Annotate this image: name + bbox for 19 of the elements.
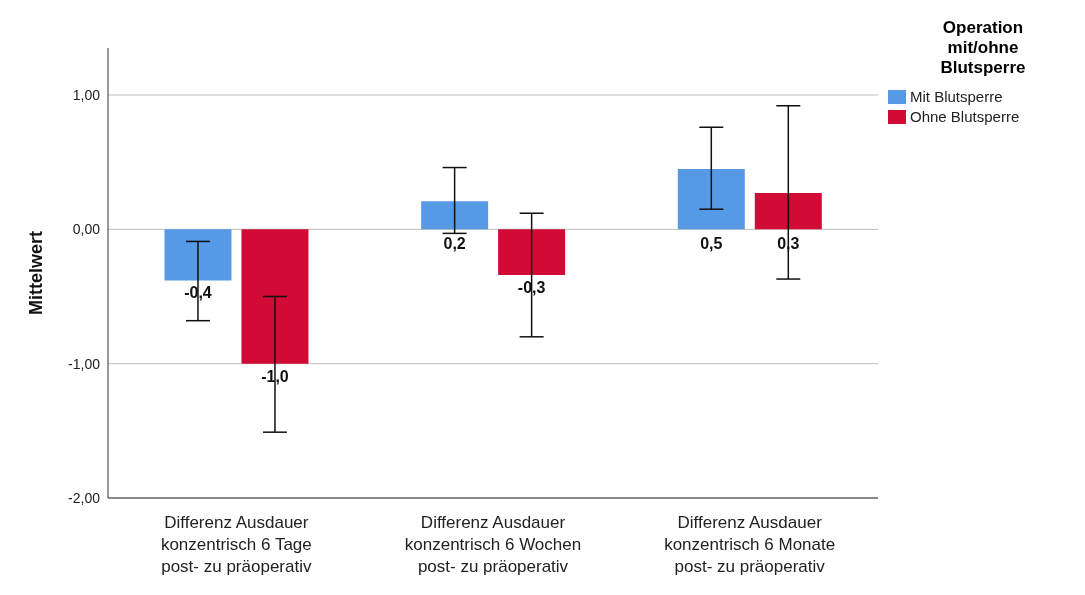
bar <box>421 201 489 230</box>
y-tick-label: -1,00 <box>68 355 101 372</box>
legend-title: Operation mit/ohne Blutsperre <box>939 18 1027 78</box>
y-tick-label: 1,00 <box>72 86 101 103</box>
data-label: 0,5 <box>700 235 723 253</box>
x-tick-label: Differenz Ausdauer konzentrisch 6 Tage post- zu präoperativ <box>160 513 312 576</box>
y-axis-title: Mittelwert <box>26 230 47 316</box>
bar <box>498 229 566 276</box>
x-tick-label: Differenz Ausdauer konzentrisch 6 Monate post- zu präoperativ <box>664 513 836 576</box>
bar <box>164 229 232 281</box>
bar <box>677 168 745 230</box>
bar <box>241 229 309 364</box>
data-label: 0,2 <box>443 235 466 253</box>
legend-label: Ohne Blutsperre <box>909 108 1021 125</box>
y-tick-label: 0,00 <box>72 221 101 238</box>
legend-label: Mit Blutsperre <box>909 88 1004 105</box>
bar <box>754 193 822 230</box>
x-tick-label: Differenz Ausdauer konzentrisch 6 Wochen post- zu präoperativ <box>404 513 582 576</box>
y-tick-label: -2,00 <box>68 489 101 506</box>
